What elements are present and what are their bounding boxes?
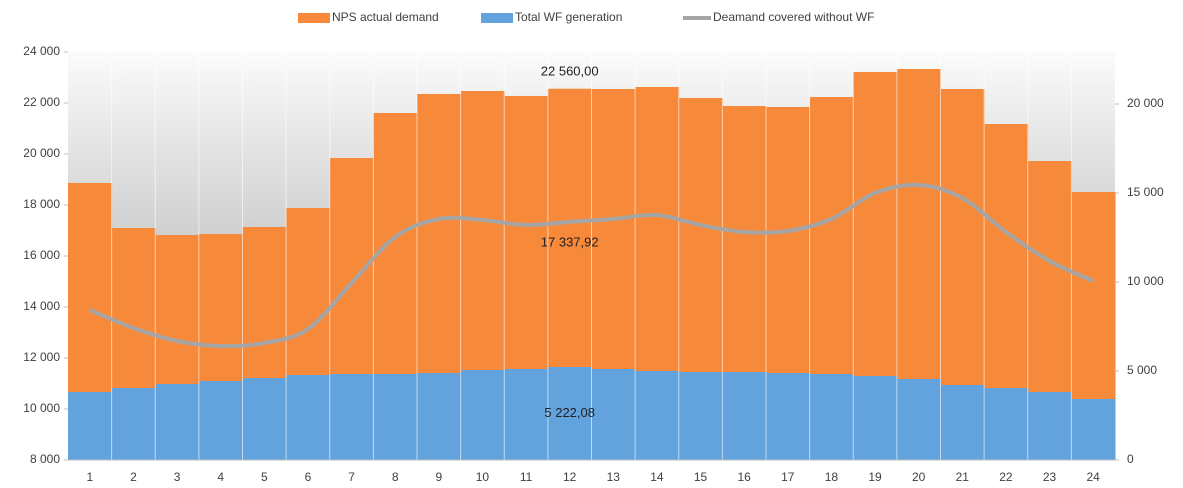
area-step <box>591 369 636 460</box>
area-step <box>853 376 898 460</box>
area-step <box>635 370 680 460</box>
y-tick-label: 14 000 <box>23 299 60 313</box>
legend-swatch <box>481 13 513 23</box>
x-tick-label: 24 <box>1087 470 1101 484</box>
area-step <box>242 377 287 460</box>
x-tick-label: 7 <box>348 470 355 484</box>
legend-swatch <box>298 13 330 23</box>
area-step <box>940 385 985 460</box>
area-step <box>417 372 462 460</box>
x-tick-label: 21 <box>956 470 970 484</box>
x-tick-label: 19 <box>868 470 882 484</box>
y-tick-label: 16 000 <box>23 248 60 262</box>
y2-tick-label: 20 000 <box>1127 96 1164 110</box>
x-tick-label: 11 <box>520 470 533 484</box>
legend-label: NPS actual demand <box>332 10 439 24</box>
x-tick-label: 12 <box>563 470 577 484</box>
area-step <box>111 387 156 460</box>
x-tick-label: 8 <box>392 470 399 484</box>
x-tick-label: 16 <box>738 470 752 484</box>
x-tick-label: 20 <box>912 470 926 484</box>
y2-tick-label: 0 <box>1127 452 1134 466</box>
area-step <box>68 392 113 460</box>
area-step <box>1071 398 1116 460</box>
y-tick-label: 22 000 <box>23 95 60 109</box>
x-tick-label: 5 <box>261 470 268 484</box>
y-tick-label: 24 000 <box>23 44 60 58</box>
area-step <box>329 374 374 460</box>
area-step <box>198 381 243 460</box>
legend-label: Deamand covered without WF <box>713 10 874 24</box>
y2-tick-label: 10 000 <box>1127 274 1164 288</box>
y-tick-label: 18 000 <box>23 197 60 211</box>
area-step <box>155 383 200 460</box>
legend-label: Total WF generation <box>515 10 622 24</box>
x-tick-label: 2 <box>130 470 137 484</box>
area-step <box>460 370 505 460</box>
x-tick-label: 6 <box>305 470 312 484</box>
x-tick-label: 23 <box>1043 470 1057 484</box>
x-tick-label: 13 <box>607 470 621 484</box>
area-step <box>678 371 723 460</box>
x-tick-label: 4 <box>217 470 224 484</box>
area-step <box>984 387 1029 460</box>
line <box>89 182 1095 349</box>
x-tick-label: 9 <box>435 470 442 484</box>
x-tick-label: 14 <box>650 470 664 484</box>
area-step <box>547 367 592 460</box>
x-tick-label: 1 <box>86 470 93 484</box>
y-tick-label: 8 000 <box>30 452 60 466</box>
x-tick-label: 10 <box>476 470 490 484</box>
x-tick-label: 17 <box>781 470 795 484</box>
y-tick-label: 12 000 <box>23 350 60 364</box>
y2-tick-label: 15 000 <box>1127 185 1164 199</box>
x-tick-label: 22 <box>999 470 1013 484</box>
area-step <box>766 372 811 460</box>
x-tick-label: 15 <box>694 470 708 484</box>
y2-tick-label: 5 000 <box>1127 363 1157 377</box>
area-step <box>286 375 331 460</box>
y-tick-label: 10 000 <box>23 401 60 415</box>
area-step <box>1027 392 1072 460</box>
area-step <box>722 371 767 460</box>
data-label: 22 560,00 <box>541 63 599 78</box>
x-tick-label: 3 <box>174 470 181 484</box>
data-label: 5 222,08 <box>544 405 595 420</box>
x-tick-label: 18 <box>825 470 839 484</box>
area-step <box>809 374 854 460</box>
area-step <box>504 369 549 460</box>
area-step <box>896 378 941 460</box>
data-label: 17 337,92 <box>541 234 599 249</box>
area-step <box>373 374 418 460</box>
y-tick-label: 20 000 <box>23 146 60 160</box>
